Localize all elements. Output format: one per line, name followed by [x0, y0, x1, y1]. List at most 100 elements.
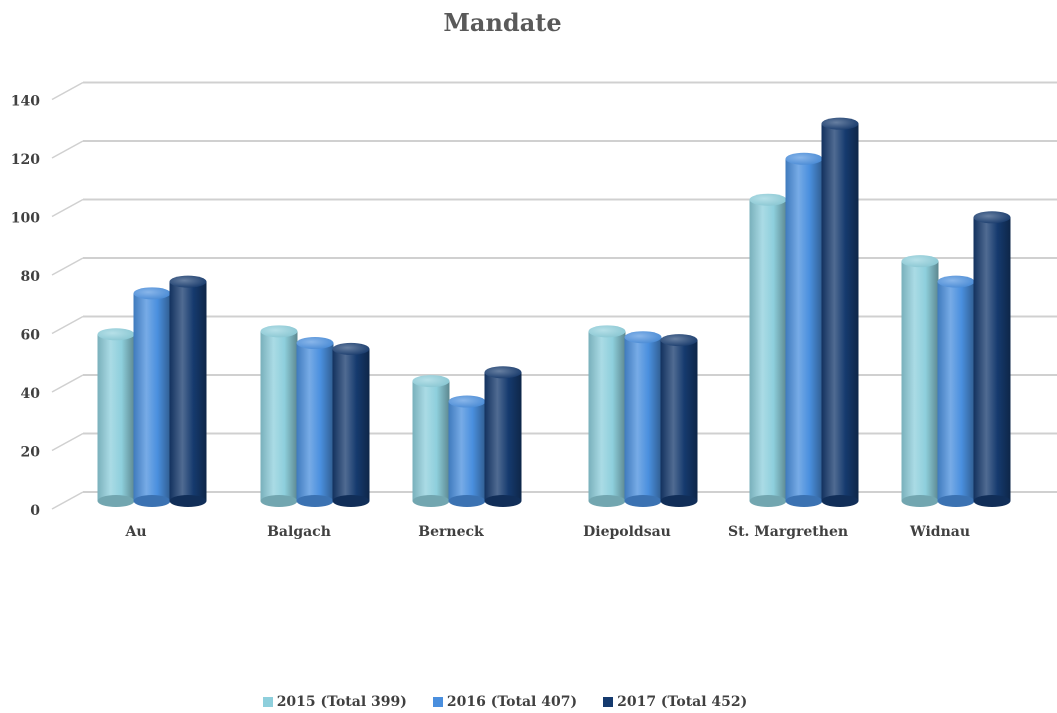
- bar-base: [937, 495, 975, 507]
- gridlines: 0 20 40 60 80 100 120 140: [11, 81, 1057, 519]
- y-tick-label: 140: [11, 94, 40, 110]
- bar: [412, 375, 450, 507]
- bar-cap: [260, 325, 298, 338]
- gridline-diagonal: [51, 257, 84, 276]
- legend-swatch: [603, 697, 614, 707]
- bar-cap: [97, 328, 135, 341]
- bar-cap: [484, 366, 522, 379]
- gridline-diagonal: [51, 198, 84, 218]
- bar-body: [97, 334, 135, 501]
- bar-body: [484, 372, 522, 501]
- bar-cap: [332, 342, 370, 355]
- bar-cap: [169, 275, 207, 288]
- bar-cap: [821, 117, 859, 130]
- bar-body: [133, 293, 171, 501]
- bar-base: [133, 495, 171, 507]
- bar-cap: [973, 211, 1011, 224]
- x-tick-label: Berneck: [418, 524, 484, 540]
- bar-cap: [624, 331, 662, 344]
- bar-base: [412, 495, 450, 507]
- bar-body: [624, 337, 662, 501]
- bar-body: [296, 343, 334, 501]
- gridline-diagonal: [51, 315, 84, 335]
- gridline-diagonal: [51, 374, 84, 393]
- bar-body: [749, 199, 787, 501]
- gridline-diagonal: [51, 432, 84, 452]
- bar: [169, 275, 207, 507]
- legend-label: 2016 (Total 407): [446, 694, 578, 710]
- bar-cap: [749, 193, 787, 206]
- legend-item: 2016 (Total 407): [432, 694, 578, 710]
- chart-legend: 2015 (Total 399) 2016 (Total 407) 2017 (To…: [0, 694, 1010, 710]
- bar-base: [785, 495, 823, 507]
- bar-base: [973, 495, 1011, 507]
- x-tick-label: Au: [124, 524, 146, 540]
- y-tick-label: 60: [21, 328, 41, 344]
- bar-cap: [937, 275, 975, 288]
- y-tick-label: 40: [21, 386, 41, 402]
- bar-cap: [901, 255, 939, 268]
- legend-item: 2015 (Total 399): [262, 694, 407, 710]
- bar-body: [448, 401, 486, 501]
- bar: [484, 366, 522, 507]
- y-tick-label: 0: [30, 503, 40, 519]
- bar-body: [412, 381, 450, 501]
- bar-cap: [785, 152, 823, 165]
- bar-body: [821, 123, 859, 502]
- bar: [260, 325, 298, 507]
- bar-base: [169, 495, 207, 507]
- bar-cap: [588, 325, 626, 338]
- bar-base: [821, 495, 859, 507]
- y-tick-label: 120: [11, 152, 40, 168]
- bar: [588, 325, 626, 507]
- bar-cap: [412, 375, 450, 388]
- y-tick-label: 100: [11, 211, 40, 227]
- bar: [660, 334, 698, 507]
- bar-base: [749, 495, 787, 507]
- gridline-diagonal: [51, 81, 84, 101]
- bar-base: [332, 495, 370, 507]
- chart-plot: 0 20 40 60 80 100 120 140 Au Balgach Berneck Diepol…: [11, 81, 1057, 540]
- bar: [624, 331, 662, 507]
- legend-swatch: [432, 697, 443, 707]
- legend-swatch: [262, 697, 273, 707]
- bar-body: [260, 331, 298, 501]
- x-tick-label: Diepoldsau: [583, 524, 671, 540]
- bar-base: [660, 495, 698, 507]
- bar-body: [901, 261, 939, 501]
- bar-base: [260, 495, 298, 507]
- bar: [448, 395, 486, 507]
- bar-body: [785, 158, 823, 501]
- bar-base: [97, 495, 135, 507]
- bar-body: [973, 217, 1011, 501]
- bar-base: [296, 495, 334, 507]
- x-tick-label: St. Margrethen: [728, 524, 848, 540]
- legend-label: 2017 (Total 452): [617, 694, 748, 710]
- y-tick-label: 80: [21, 269, 41, 285]
- gridline-diagonal: [51, 491, 84, 510]
- bar: [973, 211, 1011, 507]
- bar-base: [484, 495, 522, 507]
- bar: [937, 275, 975, 507]
- bar-base: [588, 495, 626, 507]
- bar: [97, 328, 135, 507]
- chart-title: Mandate: [443, 8, 562, 37]
- bar: [901, 255, 939, 507]
- bar-body: [332, 348, 370, 501]
- bar-base: [624, 495, 662, 507]
- bar: [133, 287, 171, 507]
- bar: [785, 152, 823, 507]
- bar-body: [588, 331, 626, 501]
- bar-body: [937, 281, 975, 501]
- bar: [821, 117, 859, 507]
- bar: [296, 337, 334, 507]
- legend-item: 2017 (Total 452): [603, 694, 747, 710]
- legend-label: 2015 (Total 399): [276, 694, 407, 710]
- gridline-diagonal: [51, 140, 84, 159]
- bar-cap: [660, 334, 698, 347]
- bar: [332, 342, 370, 507]
- bar-cap: [133, 287, 171, 300]
- bar-base: [901, 495, 939, 507]
- bar-base: [448, 495, 486, 507]
